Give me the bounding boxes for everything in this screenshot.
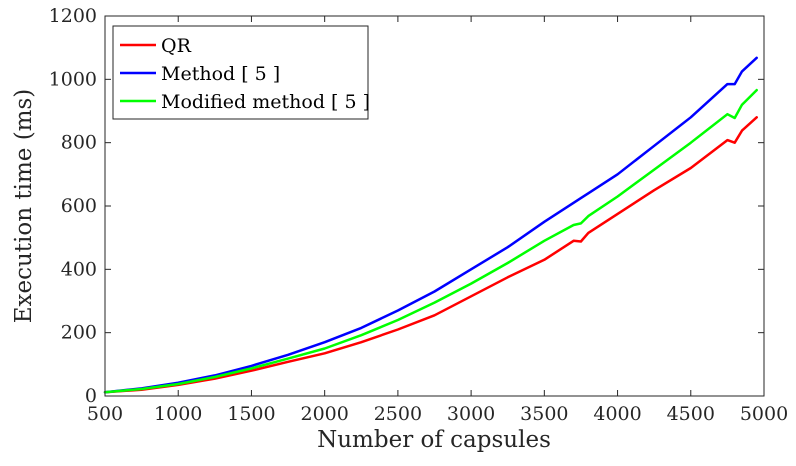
- y-axis-title: Execution time (ms): [11, 89, 37, 324]
- y-tick-label-6: 1200: [49, 5, 97, 27]
- y-tick-label-3: 600: [61, 195, 97, 217]
- x-tick-label-8: 4500: [667, 403, 715, 425]
- legend-label-0: QR: [161, 35, 192, 57]
- y-tick-label-4: 800: [61, 132, 97, 154]
- legend-label-1: Method [ 5 ]: [161, 63, 280, 85]
- x-tick-label-5: 3000: [447, 403, 495, 425]
- x-tick-label-0: 500: [87, 403, 123, 425]
- x-tick-label-2: 1500: [227, 403, 275, 425]
- x-tick-label-7: 4000: [593, 403, 641, 425]
- series-layer: [103, 56, 758, 394]
- x-tick-label-9: 5000: [740, 403, 788, 425]
- legend: QR Method [ 5 ] Modified method [ 5 ]: [112, 25, 370, 120]
- x-tick-label-1: 1000: [154, 403, 202, 425]
- y-tick-label-0: 0: [85, 385, 97, 407]
- x-tick-label-3: 2000: [300, 403, 348, 425]
- y-tick-label-1: 200: [61, 322, 97, 344]
- y-tick-label-5: 1000: [49, 68, 97, 90]
- x-axis-title: Number of capsules: [317, 427, 551, 453]
- series-line-0: [103, 116, 758, 394]
- y-tick-label-2: 400: [61, 258, 97, 280]
- series-line-2: [103, 88, 758, 394]
- series-line-1: [103, 56, 758, 394]
- legend-label-2: Modified method [ 5 ]: [161, 91, 370, 113]
- x-tick-label-6: 3500: [520, 403, 568, 425]
- ticks-layer: 500 1000 1500 2000 2500 3000 3500 4000 4500 5000 0…: [49, 5, 789, 425]
- x-tick-label-4: 2500: [374, 403, 422, 425]
